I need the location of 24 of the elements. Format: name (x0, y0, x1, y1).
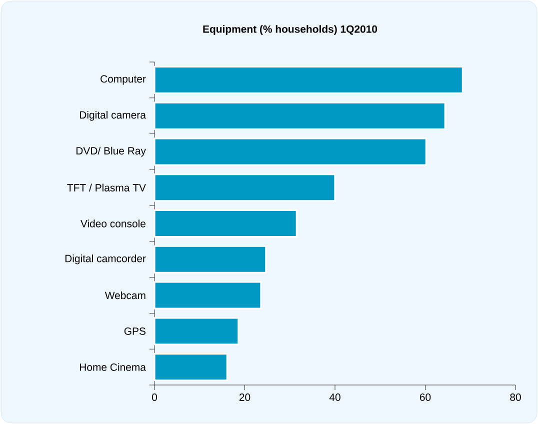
x-tick-label: 20 (239, 394, 250, 401)
y-tick-label: Video console (80, 220, 146, 228)
bar (154, 352, 228, 382)
y-tick-label: Digital camcorder (65, 254, 146, 264)
x-tick-label: 60 (420, 394, 431, 401)
x-tick-label: 0 (152, 394, 157, 401)
bar (154, 138, 427, 166)
y-tick-label: GPS (124, 327, 146, 335)
y-tick-label: Webcam (104, 291, 146, 300)
y-tick-label: Computer (100, 75, 146, 85)
x-tick-label: 80 (510, 394, 521, 401)
chart-title: Equipment (% households) 1Q2010 (203, 25, 378, 35)
bar (154, 317, 240, 346)
y-tick-label: TFT / Plasma TV (67, 184, 146, 192)
y-tick-label: Home Cinema (80, 363, 146, 371)
bar (154, 66, 464, 94)
bar (154, 245, 267, 274)
bar (154, 174, 336, 202)
y-tick-label: DVD/ Blue Ray (76, 146, 146, 157)
bar (154, 102, 446, 130)
y-tick-label: Digital camera (80, 110, 146, 121)
bar (154, 209, 298, 238)
bar (154, 281, 262, 310)
x-tick-label: 40 (329, 394, 340, 401)
